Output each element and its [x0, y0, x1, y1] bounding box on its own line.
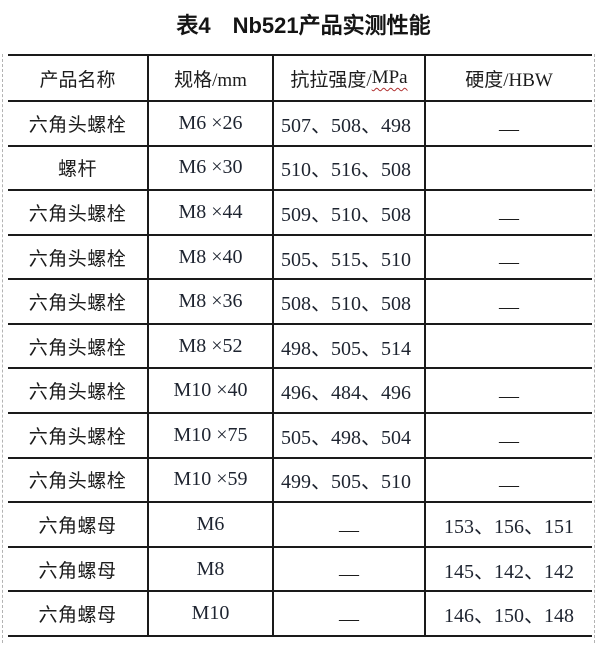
- spec-cell: M8 ×40: [147, 235, 272, 279]
- strength-cell: 509、510、508: [272, 191, 424, 234]
- strength-cell: 496、484、496: [272, 369, 424, 413]
- hardness-cell: —: [424, 102, 592, 145]
- column-header-hardness: 硬度/HBW: [424, 56, 592, 100]
- strength-cell: 505、498、504: [272, 414, 424, 457]
- product-cell: 螺杆: [57, 159, 97, 181]
- column-header-product: 产品名称: [39, 69, 116, 91]
- product-cell: 六角头螺栓: [28, 471, 127, 493]
- product-cell: 六角头螺栓: [28, 382, 127, 404]
- strength-cell: 507、508、498: [272, 102, 424, 145]
- hardness-cell: 153、156、151: [424, 503, 592, 546]
- table-header-row: 产品名称 规格/mm 抗拉强度/MPa 硬度/HBW: [8, 54, 592, 100]
- strength-header-unit-spellcheck: MPa: [371, 67, 408, 88]
- hardness-cell: [424, 146, 592, 190]
- strength-cell: 508、510、508: [272, 280, 424, 323]
- strength-cell: 499、505、510: [272, 458, 424, 502]
- product-cell: 六角螺母: [38, 605, 117, 627]
- hardness-cell: —: [424, 369, 592, 413]
- column-header-strength: 抗拉强度/MPa: [272, 56, 424, 100]
- left-text-boundary-guide: [2, 54, 3, 643]
- hardness-cell: —: [424, 280, 592, 323]
- spec-cell: M10: [147, 592, 272, 635]
- strength-cell: 510、516、508: [272, 146, 424, 190]
- hardness-cell: 145、142、142: [424, 547, 592, 591]
- performance-table: 产品名称 规格/mm 抗拉强度/MPa 硬度/HBW 六角头螺栓 M6 ×26 …: [8, 54, 592, 637]
- spec-cell: M10 ×75: [147, 414, 272, 457]
- strength-cell: 498、505、514: [272, 324, 424, 368]
- strength-cell: —: [272, 547, 424, 591]
- spec-cell: M8 ×36: [147, 280, 272, 323]
- table-row: 六角头螺栓 M8 ×44 509、510、508 —: [8, 189, 592, 234]
- hardness-cell: —: [424, 191, 592, 234]
- spec-cell: M8: [147, 547, 272, 591]
- strength-cell: —: [272, 503, 424, 546]
- table-row: 六角头螺栓 M6 ×26 507、508、498 —: [8, 100, 592, 145]
- table-row: 六角螺母 M10 — 146、150、148: [8, 590, 592, 635]
- product-cell: 六角头螺栓: [28, 426, 127, 448]
- table-row: 六角头螺栓 M8 ×52 498、505、514: [8, 322, 592, 368]
- hardness-cell: —: [424, 458, 592, 502]
- table-row: 六角头螺栓 M10 ×40 496、484、496 —: [8, 367, 592, 413]
- table-row: 六角头螺栓 M10 ×75 505、498、504 —: [8, 412, 592, 457]
- hardness-cell: —: [424, 235, 592, 279]
- product-cell: 六角头螺栓: [28, 293, 127, 315]
- table-row: 六角头螺栓 M10 ×59 499、505、510 —: [8, 456, 592, 502]
- hardness-cell: 146、150、148: [424, 592, 592, 635]
- right-text-boundary-guide: [594, 54, 595, 643]
- spec-cell: M8 ×44: [147, 191, 272, 234]
- spec-cell: M6: [147, 503, 272, 546]
- table-row: 六角螺母 M6 — 153、156、151: [8, 501, 592, 546]
- strength-cell: 505、515、510: [272, 235, 424, 279]
- column-header-spec: 规格/mm: [147, 56, 272, 100]
- product-cell: 六角头螺栓: [28, 337, 127, 359]
- table-row: 六角螺母 M8 — 145、142、142: [8, 545, 592, 591]
- table-row: 六角头螺栓 M8 ×36 508、510、508 —: [8, 278, 592, 323]
- spec-cell: M10 ×59: [147, 458, 272, 502]
- table-row: 螺杆 M6 ×30 510、516、508: [8, 144, 592, 190]
- product-cell: 六角螺母: [38, 516, 117, 538]
- product-cell: 六角螺母: [38, 560, 117, 582]
- product-cell: 六角头螺栓: [28, 114, 127, 136]
- table-title: 表4 Nb521产品实测性能: [176, 13, 431, 38]
- product-cell: 六角头螺栓: [28, 248, 127, 270]
- spec-cell: M8 ×52: [147, 324, 272, 368]
- table-row: 六角头螺栓 M8 ×40 505、515、510 —: [8, 233, 592, 279]
- hardness-cell: [424, 324, 592, 368]
- spec-cell: M10 ×40: [147, 369, 272, 413]
- spec-cell: M6 ×30: [147, 146, 272, 190]
- spec-cell: M6 ×26: [147, 102, 272, 145]
- strength-header-prefix: 抗拉强度/: [290, 69, 372, 91]
- strength-cell: —: [272, 592, 424, 635]
- product-cell: 六角头螺栓: [28, 203, 127, 225]
- hardness-cell: —: [424, 414, 592, 457]
